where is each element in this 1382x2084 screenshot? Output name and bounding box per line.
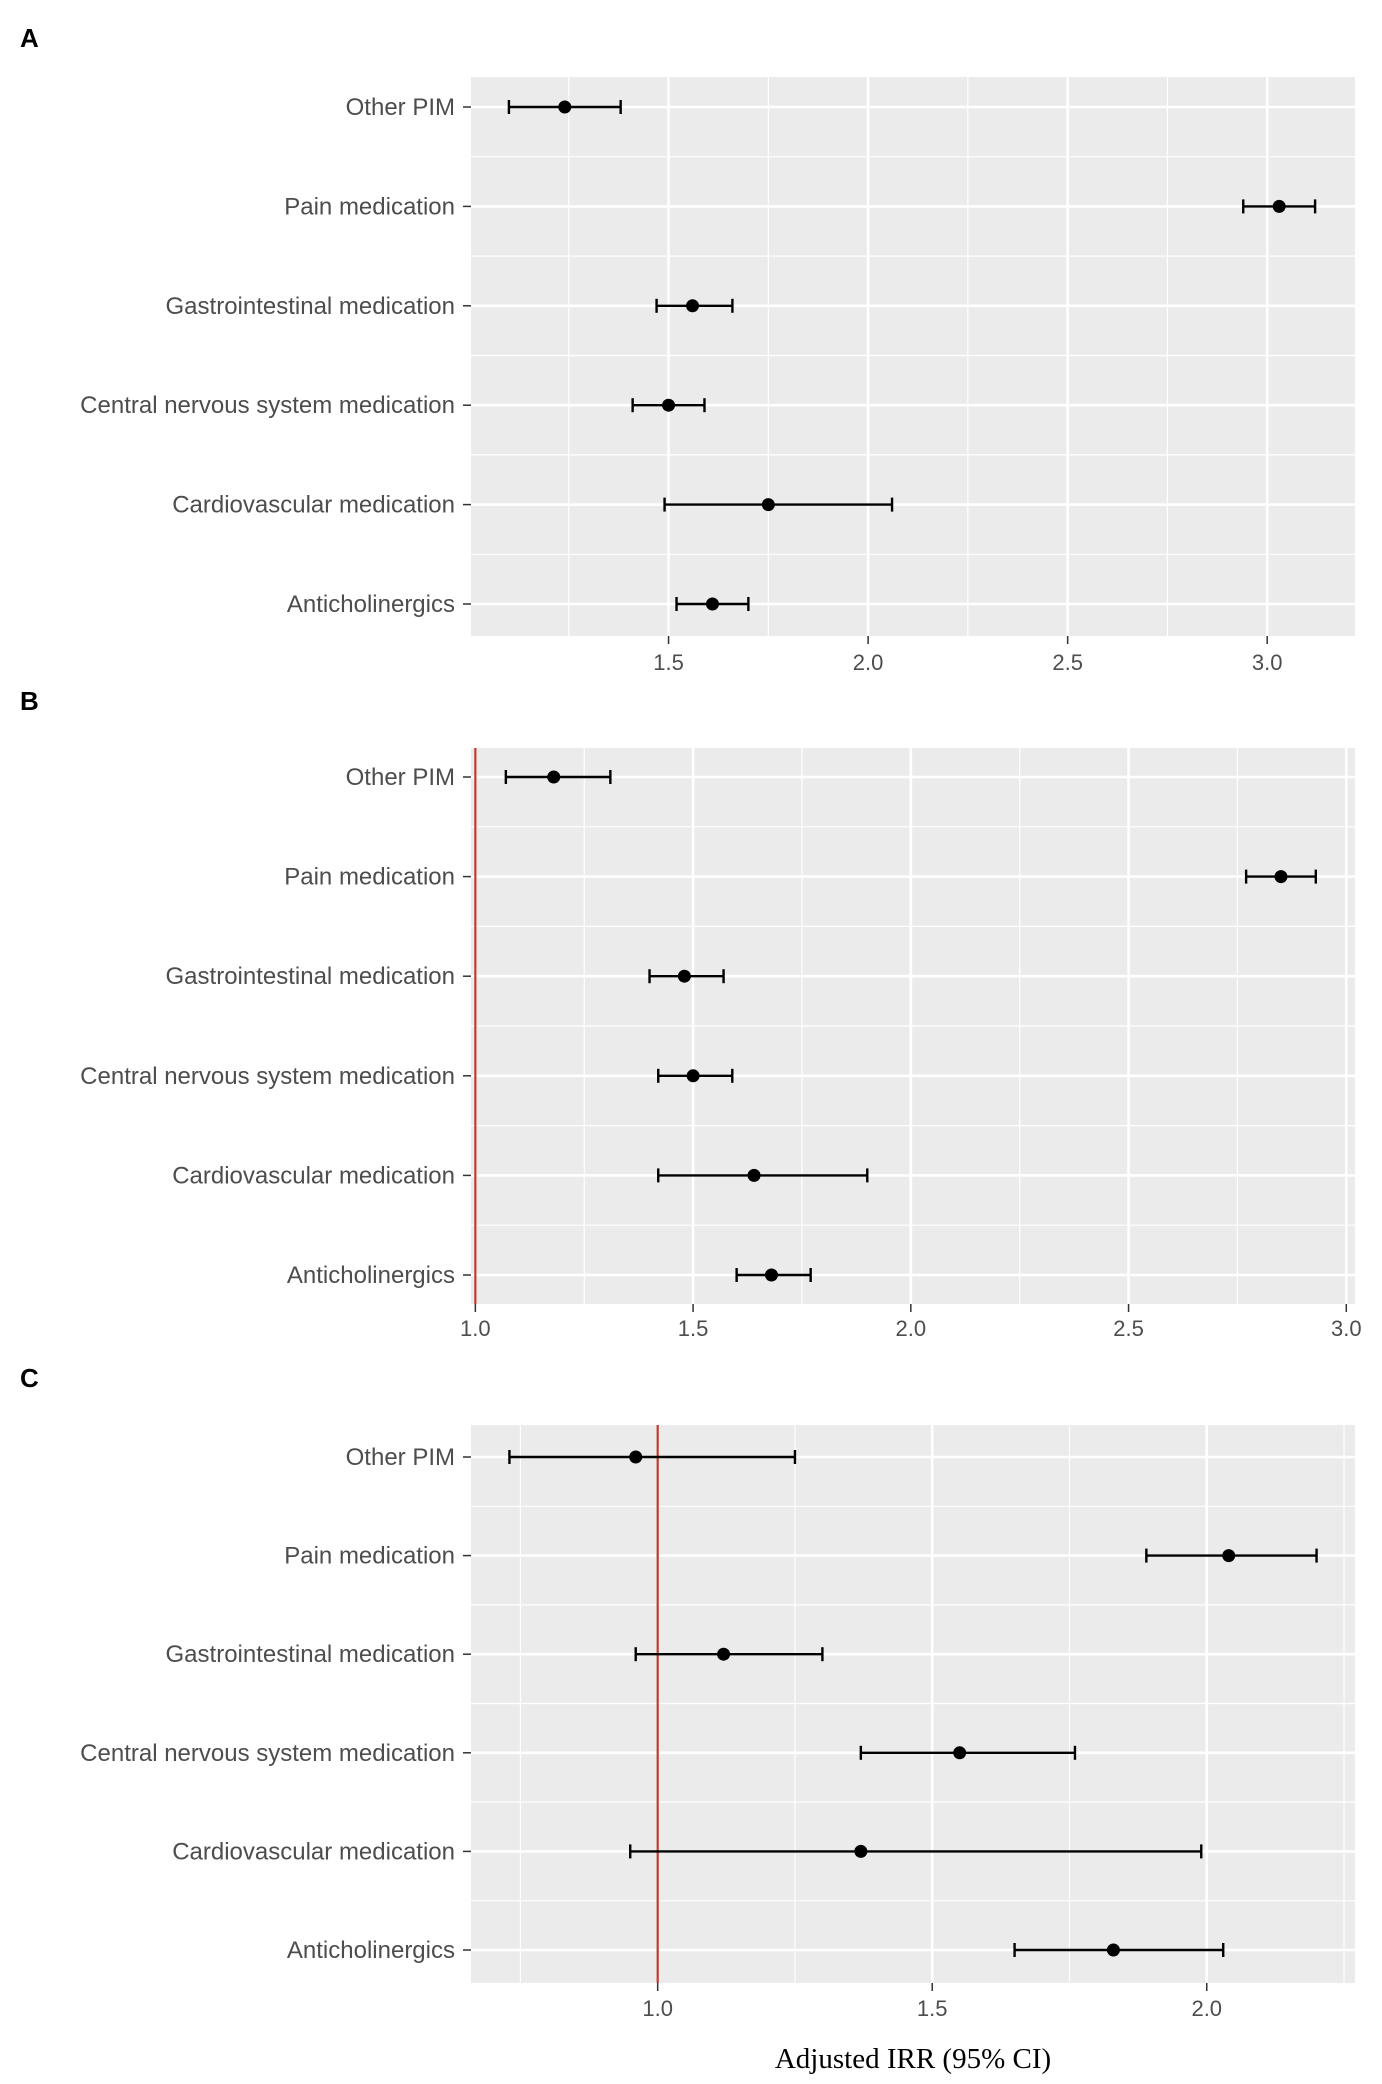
- category-label: Central nervous system medication: [80, 392, 455, 419]
- estimate-point: [677, 969, 691, 983]
- category-label: Cardiovascular medication: [172, 492, 455, 519]
- estimate-point: [717, 1647, 731, 1661]
- category-label: Gastrointestinal medication: [166, 1641, 455, 1668]
- x-tick-label: 1.0: [642, 1996, 673, 2021]
- category-label: Anticholinergics: [287, 1262, 455, 1289]
- panel-c: C Other PIM Pain medication Gastrointestina…: [20, 1363, 1355, 2075]
- estimate-point: [1272, 199, 1286, 213]
- category-label: Cardiovascular medication: [172, 1162, 455, 1189]
- category-label: Anticholinergics: [287, 1937, 455, 1964]
- estimate-point: [686, 1069, 700, 1083]
- panel-letter: A: [20, 23, 39, 53]
- x-tick-label: 1.5: [678, 1316, 709, 1341]
- estimate-point: [662, 398, 676, 412]
- plot-background: [471, 77, 1355, 636]
- estimate-point: [747, 1168, 761, 1182]
- x-tick-label: 2.5: [1113, 1316, 1144, 1341]
- estimate-point: [761, 498, 775, 512]
- category-label: Central nervous system medication: [80, 1740, 455, 1767]
- category-label: Pain medication: [284, 864, 455, 891]
- panel-letter: B: [20, 686, 39, 716]
- estimate-point: [854, 1844, 868, 1858]
- estimate-point: [685, 299, 699, 313]
- x-tick-label: 2.0: [1191, 1996, 1222, 2021]
- x-tick-label: 3.0: [1252, 650, 1283, 675]
- category-label: Gastrointestinal medication: [166, 293, 455, 320]
- category-label: Other PIM: [346, 94, 455, 121]
- panel-letter: C: [20, 1363, 39, 1393]
- category-label: Gastrointestinal medication: [166, 963, 455, 990]
- category-label: Central nervous system medication: [80, 1063, 455, 1090]
- x-tick-label: 1.0: [460, 1316, 491, 1341]
- x-tick-label: 2.5: [1052, 650, 1083, 675]
- estimate-point: [705, 597, 719, 611]
- estimate-point: [629, 1450, 643, 1464]
- category-label: Other PIM: [346, 764, 455, 791]
- category-label: Other PIM: [346, 1444, 455, 1471]
- estimate-point: [547, 770, 561, 784]
- x-tick-label: 2.0: [896, 1316, 927, 1341]
- category-label: Pain medication: [284, 193, 455, 220]
- x-tick-label: 1.5: [917, 1996, 948, 2021]
- category-label: Anticholinergics: [287, 591, 455, 618]
- estimate-point: [558, 100, 572, 114]
- category-label: Cardiovascular medication: [172, 1838, 455, 1865]
- estimate-point: [764, 1268, 778, 1282]
- panel-a: A Other PIM Pain medication Gastrointestina…: [20, 23, 1355, 675]
- category-label: Pain medication: [284, 1543, 455, 1570]
- estimate-point: [953, 1746, 967, 1760]
- x-tick-label: 2.0: [853, 650, 884, 675]
- panel-b: B Other PIM Pain medication Gastrointestina…: [20, 686, 1362, 1341]
- x-tick-label: 1.5: [653, 650, 684, 675]
- estimate-point: [1222, 1549, 1236, 1563]
- estimate-point: [1106, 1943, 1120, 1957]
- x-tick-label: 3.0: [1331, 1316, 1362, 1341]
- x-axis-title: Adjusted IRR (95% CI): [775, 2043, 1051, 2075]
- estimate-point: [1274, 870, 1288, 884]
